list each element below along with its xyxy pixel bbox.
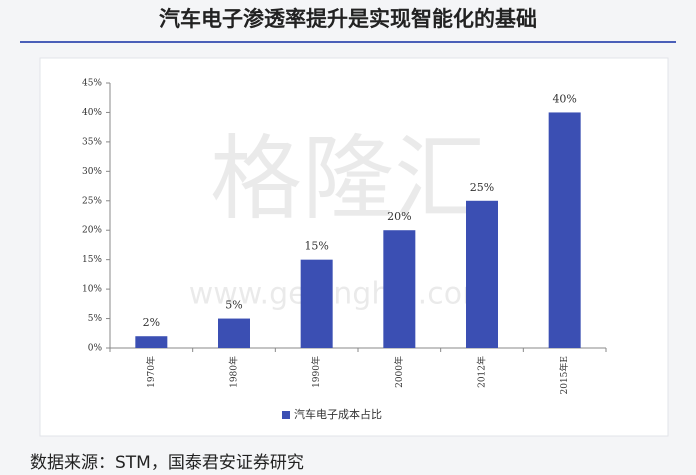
value-label: 5% <box>225 299 242 312</box>
bar <box>300 259 333 348</box>
y-tick-label: 10% <box>82 285 102 295</box>
y-tick-label: 35% <box>82 137 102 147</box>
bar <box>218 318 250 348</box>
chart-title: 汽车电子渗透率提升是实现智能化的基础 <box>159 7 537 31</box>
x-tick-label: 1990年 <box>310 356 322 388</box>
source-note: 数据来源：STM，国泰君安证券研究 <box>30 453 304 473</box>
y-tick-label: 0% <box>88 344 103 354</box>
value-label: 15% <box>304 240 328 253</box>
bar <box>383 230 416 348</box>
y-tick-label: 15% <box>82 255 102 265</box>
y-tick-label: 30% <box>82 167 102 177</box>
y-tick-label: 20% <box>82 226 102 236</box>
x-tick-label: 1980年 <box>228 356 240 388</box>
y-tick-label: 45% <box>82 79 102 89</box>
x-tick-label: 2015年E <box>558 356 570 394</box>
value-label: 2% <box>143 316 160 329</box>
x-tick-label: 2000年 <box>393 356 405 388</box>
value-label: 25% <box>470 181 494 194</box>
legend-swatch <box>282 411 290 419</box>
y-tick-label: 5% <box>88 314 103 324</box>
bar <box>548 112 581 348</box>
bar <box>135 336 168 348</box>
value-label: 40% <box>552 92 576 105</box>
watermark-url: www.gelonghui.com <box>189 277 492 312</box>
watermark: 格隆汇 <box>210 125 486 232</box>
legend-label: 汽车电子成本占比 <box>294 407 382 421</box>
x-tick-label: 1970年 <box>145 356 157 388</box>
x-tick-label: 2012年 <box>476 356 488 388</box>
y-tick-label: 40% <box>82 108 102 118</box>
value-label: 20% <box>387 210 411 223</box>
bar <box>466 200 498 348</box>
y-tick-label: 25% <box>82 196 102 206</box>
